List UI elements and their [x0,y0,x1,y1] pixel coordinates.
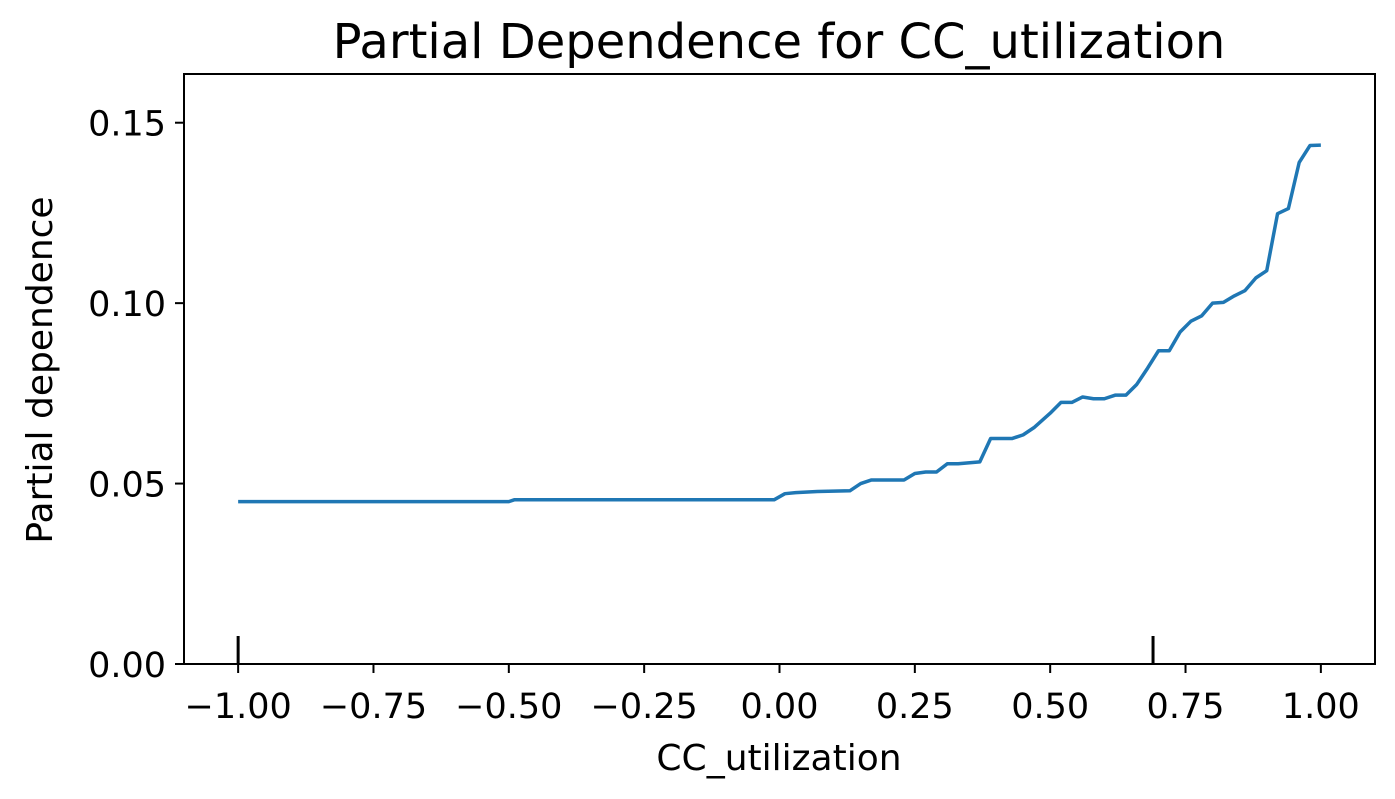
y-axis-label: Partial dependence [20,196,61,543]
x-tick-label-3: −0.25 [591,687,698,727]
x-tick-label-0: −1.00 [185,687,292,727]
x-tick-label-2: −0.50 [455,687,562,727]
x-tick-label-1: −0.75 [320,687,427,727]
x-tick-label-8: 1.00 [1282,687,1360,727]
x-tick-label-6: 0.50 [1011,687,1089,727]
y-tick-label-3: 0.15 [88,105,166,145]
x-tick-label-4: 0.00 [741,687,819,727]
y-tick-label-1: 0.05 [88,466,166,506]
y-tick-label-0: 0.00 [88,646,166,686]
y-tick-label-2: 0.10 [88,285,166,325]
x-tick-label-5: 0.25 [876,687,954,727]
axes-frame [183,73,1376,665]
chart-title: Partial Dependence for CC_utilization [333,14,1226,70]
x-tick-label-7: 0.75 [1147,687,1225,727]
x-axis-label: CC_utilization [656,738,901,779]
plot-area: −1.00 −0.75 −0.50 −0.25 0.00 0.25 0.50 0.75 1.00… [88,73,1376,727]
series-line-0 [238,143,1321,504]
